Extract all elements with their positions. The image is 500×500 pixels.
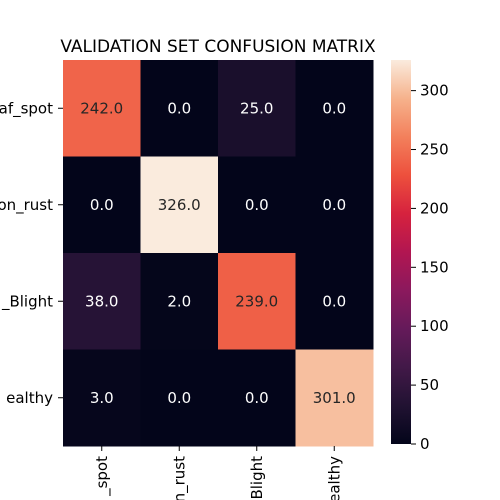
cell-value-label: 301.0 <box>313 389 356 407</box>
heatmap-cell <box>295 253 374 350</box>
colorbar-tick-label: 100 <box>420 317 449 335</box>
heatmap-cell-labels: 242.0 0.0 25.0 0.0 0.0 326.0 0.0 0.0 38.0 2.0 239.… <box>80 99 355 407</box>
heatmap-cell <box>218 60 296 157</box>
heatmap-cell <box>63 156 141 254</box>
heatmap-cell <box>295 156 374 254</box>
heatmap-cell <box>218 253 296 350</box>
x-axis-ticks: _spot n_rust Blight ealthy <box>93 446 343 500</box>
colorbar-tick-label: 200 <box>420 199 449 217</box>
y-tick-label: ealthy <box>6 389 53 407</box>
heatmap-cell <box>295 349 374 447</box>
colorbar-tick-label: 0 <box>420 435 430 453</box>
y-tick-label: on_rust <box>0 196 53 215</box>
heatmap-cell <box>295 60 374 157</box>
cell-value-label: 326.0 <box>158 196 201 214</box>
x-tick-label: ealthy <box>325 456 343 500</box>
heatmap-cell <box>63 60 141 157</box>
cell-value-label: 0.0 <box>322 196 346 214</box>
x-tick-label: Blight <box>248 456 266 500</box>
cell-value-label: 3.0 <box>90 389 114 407</box>
cell-value-label: 38.0 <box>85 292 118 310</box>
heatmap-cell <box>63 349 141 447</box>
x-tick-label: _spot <box>93 456 112 497</box>
colorbar-tick-label: 300 <box>420 82 449 100</box>
cell-value-label: 0.0 <box>90 196 114 214</box>
heatmap-cell <box>140 349 219 447</box>
heatmap-cell <box>63 253 141 350</box>
colorbar-tick-label: 150 <box>420 258 449 276</box>
chart-title: VALIDATION SET CONFUSION MATRIX <box>60 37 376 57</box>
cell-value-label: 0.0 <box>245 389 269 407</box>
cell-value-label: 239.0 <box>235 292 278 310</box>
y-tick-label: af_spot <box>0 99 53 118</box>
cell-value-label: 0.0 <box>245 196 269 214</box>
cell-value-label: 0.0 <box>167 99 191 117</box>
x-tick-label: n_rust <box>170 456 189 500</box>
heatmap-cell <box>140 253 219 350</box>
colorbar-tick-label: 50 <box>420 376 439 394</box>
cell-value-label: 0.0 <box>322 99 346 117</box>
cell-value-label: 25.0 <box>240 99 273 117</box>
cell-value-label: 0.0 <box>322 292 346 310</box>
colorbar <box>391 60 411 444</box>
heatmap-cell <box>218 156 296 254</box>
cell-value-label: 242.0 <box>80 99 123 117</box>
y-tick-label: _Blight <box>1 292 53 311</box>
heatmap-cells <box>63 60 374 447</box>
colorbar-tick-label: 250 <box>420 141 449 159</box>
heatmap-cell <box>140 156 219 254</box>
heatmap-cell <box>218 349 296 447</box>
heatmap-cell <box>140 60 219 157</box>
cell-value-label: 0.0 <box>167 389 191 407</box>
cell-value-label: 2.0 <box>167 292 191 310</box>
colorbar-ticks: 0 50 100 150 200 250 300 <box>411 82 449 453</box>
